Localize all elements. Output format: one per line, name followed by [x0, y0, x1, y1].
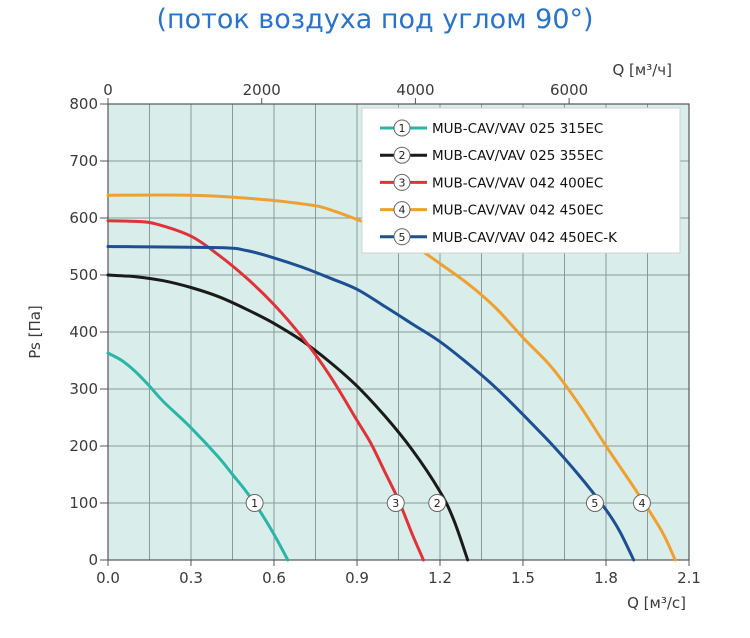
- curve-1: [106, 351, 290, 562]
- legend-box: [361, 107, 681, 254]
- legend-entry: MUB-CAV/VAV 025 315EC: [432, 121, 603, 137]
- x-tick-label: 0.9: [345, 569, 369, 587]
- axes: 0 100 200 300 400 500 600 700 800 0.0 0.3 0.6 0.9 1.2…: [69, 81, 701, 587]
- x2-axis-label: Q [м³/ч]: [612, 61, 672, 79]
- curve-marker-1: [245, 494, 264, 512]
- y-tick-label: 0: [88, 551, 98, 569]
- curve-marker-3: [386, 494, 405, 512]
- x-axis-label: Q [м³/с]: [627, 594, 686, 612]
- x-tick-label: 0.6: [262, 569, 286, 587]
- legend-marker-label: 1: [399, 122, 406, 135]
- curve-3: [106, 219, 425, 562]
- curve-marker-label: 3: [392, 497, 399, 510]
- y-axis-label: Ps [Па]: [26, 305, 44, 359]
- page-title: (поток воздуха под углом 90°): [156, 4, 594, 35]
- y-tick-label: 400: [69, 323, 98, 341]
- legend-marker: [393, 119, 411, 137]
- legend-marker-label: 3: [399, 176, 406, 189]
- x-tick-label: 2.1: [677, 569, 701, 587]
- x-tick-label: 0.0: [96, 569, 120, 587]
- x2-tick-label: 2000: [243, 81, 281, 99]
- legend-entry: MUB-CAV/VAV 042 450EC-K: [432, 230, 618, 246]
- legend-marker: [393, 201, 411, 219]
- legend-marker: [393, 228, 411, 246]
- legend: 1 MUB-CAV/VAV 025 315EC 2 MUB-CAV/VAV 025 3…: [361, 107, 681, 254]
- legend-marker-label: 2: [399, 149, 406, 162]
- curve-marker-4: [632, 494, 651, 512]
- curve-marker-5: [585, 494, 604, 512]
- legend-marker-label: 5: [399, 231, 406, 244]
- y-tick-label: 500: [69, 266, 98, 284]
- x2-tick-label: 6000: [550, 81, 588, 99]
- curve-marker-label: 1: [251, 497, 258, 510]
- y-tick-label: 200: [69, 437, 98, 455]
- x-tick-label: 1.8: [594, 569, 618, 587]
- curve-markers: 1 2 3 4 5: [245, 494, 651, 512]
- y-tick-label: 800: [69, 95, 98, 113]
- x2-tick-label: 0: [103, 81, 113, 99]
- curves: [106, 193, 677, 562]
- curve-marker-label: 2: [434, 497, 441, 510]
- y-tick-label: 700: [69, 152, 98, 170]
- legend-marker: [393, 173, 411, 191]
- curve-marker-label: 4: [638, 497, 645, 510]
- x-tick-label: 1.5: [511, 569, 535, 587]
- y-tick-label: 300: [69, 380, 98, 398]
- x-tick-label: 1.2: [428, 569, 452, 587]
- legend-marker: [393, 146, 411, 164]
- legend-marker-label: 4: [399, 204, 406, 217]
- legend-entry: MUB-CAV/VAV 042 450EC: [432, 203, 603, 219]
- x-tick-label: 0.3: [179, 569, 203, 587]
- curve-4: [106, 193, 677, 562]
- y-tick-label: 100: [69, 494, 98, 512]
- x2-tick-label: 4000: [396, 81, 434, 99]
- legend-entry: MUB-CAV/VAV 042 400EC: [432, 175, 603, 191]
- curve-2: [106, 273, 470, 562]
- curve-marker-label: 5: [591, 497, 598, 510]
- curve-marker-2: [428, 494, 447, 512]
- legend-entry: MUB-CAV/VAV 025 355EC: [432, 148, 603, 164]
- y-tick-label: 600: [69, 209, 98, 227]
- curve-5: [106, 245, 636, 562]
